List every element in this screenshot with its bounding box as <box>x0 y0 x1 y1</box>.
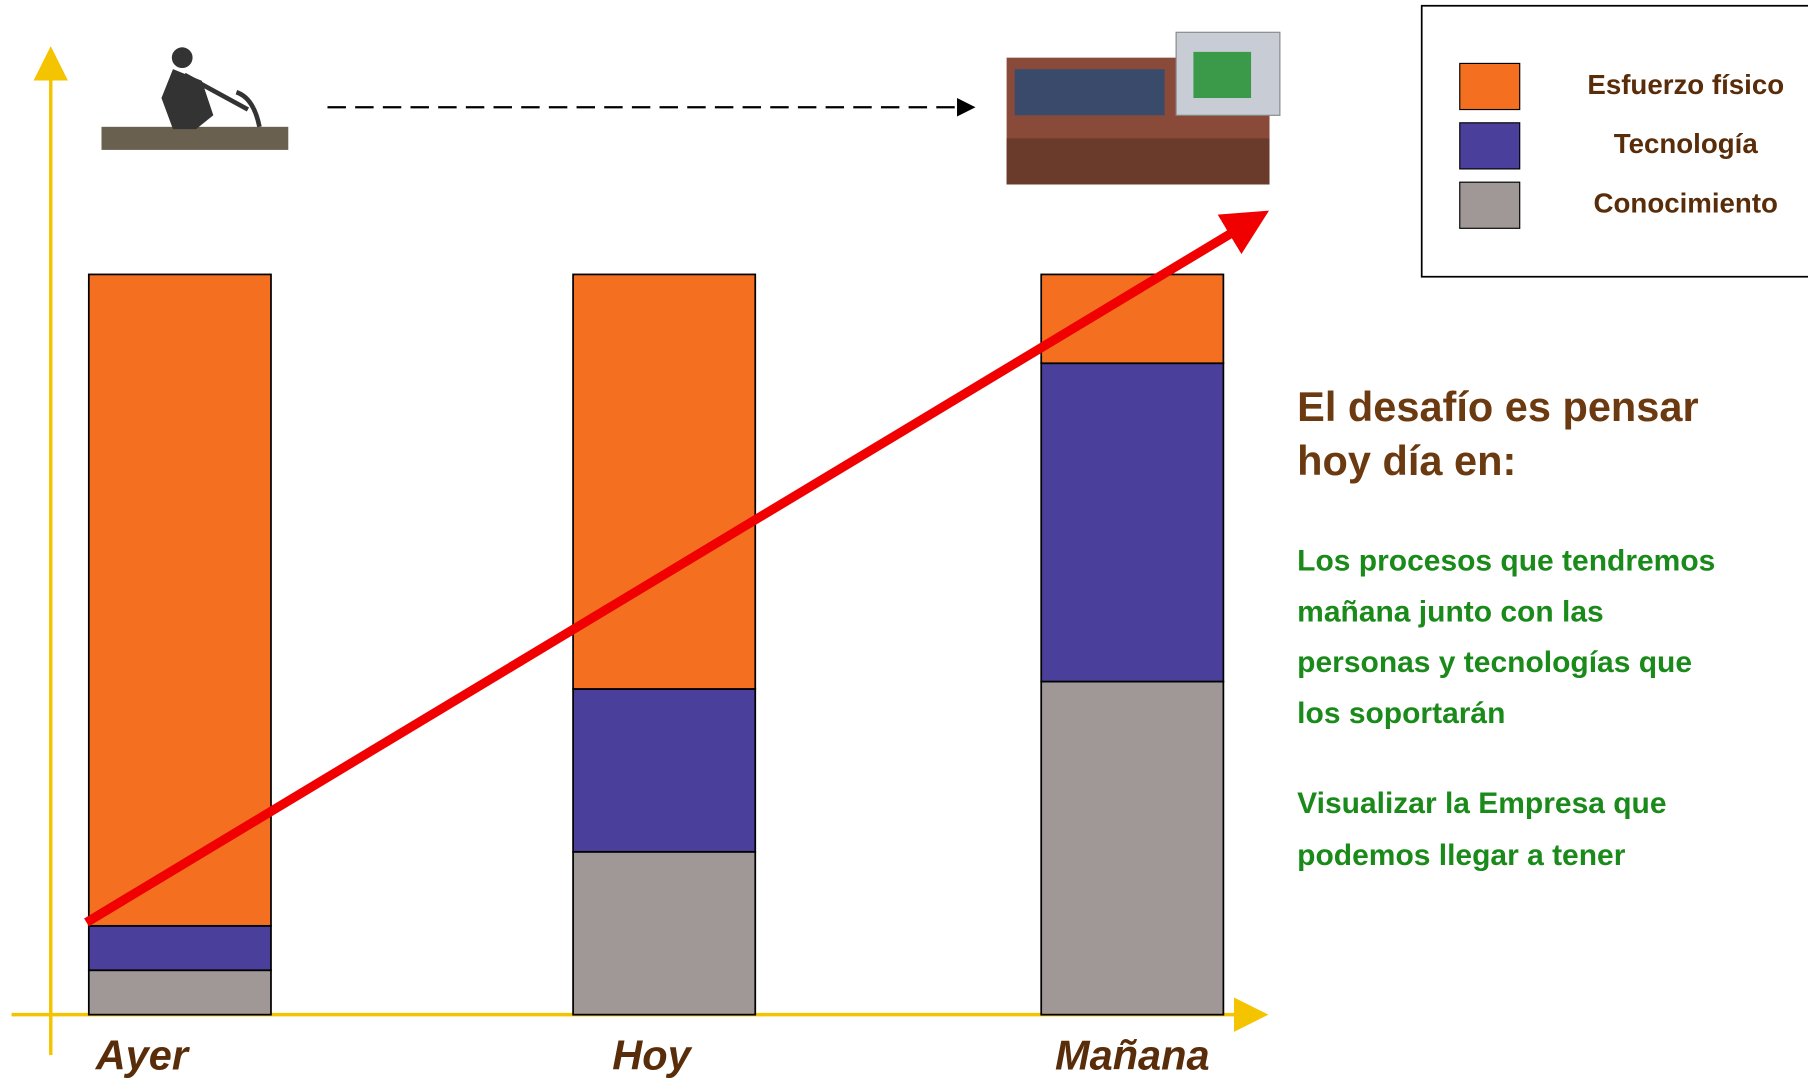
legend-label: Conocimiento <box>1594 188 1778 219</box>
bar-segment <box>1041 363 1223 681</box>
paragraph: Los procesos que tendremos mañana junto … <box>1297 535 1735 739</box>
x-tick-label: Ayer <box>95 1031 191 1078</box>
control-room-image <box>1007 32 1280 184</box>
worker-image <box>101 47 288 150</box>
bar-segment <box>1041 682 1223 1015</box>
legend-swatch <box>1460 63 1520 109</box>
legend-swatch <box>1460 123 1520 169</box>
bar-segment <box>89 970 271 1014</box>
bar-segment <box>573 274 755 689</box>
chart: El desafío es pensar hoy día en: Los pro… <box>0 0 1808 1085</box>
page: El desafío es pensar hoy día en: Los pro… <box>0 0 1808 1085</box>
bar-segment <box>573 852 755 1015</box>
x-tick-label: Mañana <box>1055 1031 1210 1078</box>
legend-label: Tecnología <box>1614 128 1759 159</box>
side-text-block: El desafío es pensar hoy día en: Los pro… <box>1297 380 1758 879</box>
bar-segment <box>573 689 755 852</box>
x-tick-label: Hoy <box>612 1031 692 1078</box>
side-text: El desafío es pensar hoy día en: Los pro… <box>1297 380 1758 1026</box>
legend-swatch <box>1460 182 1520 228</box>
paragraph: Visualizar la Empresa que podemos llegar… <box>1297 778 1758 880</box>
bar-segment <box>89 926 271 970</box>
legend-label: Esfuerzo físico <box>1587 69 1784 100</box>
heading: El desafío es pensar hoy día en: <box>1297 380 1758 488</box>
